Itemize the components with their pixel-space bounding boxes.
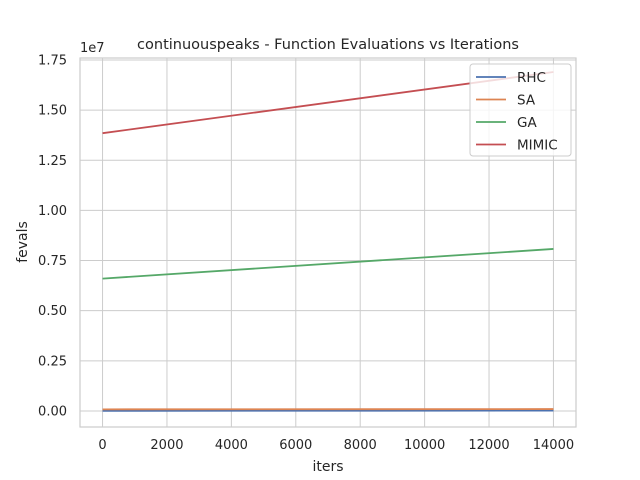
y-tick-label: 0.50 bbox=[38, 304, 67, 319]
y-axis-label: fevals bbox=[15, 221, 31, 263]
grid bbox=[80, 58, 576, 427]
plot-frame bbox=[79, 57, 577, 428]
x-tick-label: 10000 bbox=[404, 438, 445, 453]
legend-label-ga: GA bbox=[517, 115, 537, 131]
y-tick-label: 1.75 bbox=[38, 54, 67, 69]
x-tick-label: 14000 bbox=[533, 438, 574, 453]
x-tick-label: 0 bbox=[98, 438, 106, 453]
tick-labels: 0 2000 4000 6000 8000 10000 12000 14000 0.00 0.25… bbox=[38, 54, 574, 453]
y-tick-label: 0.00 bbox=[38, 404, 67, 419]
x-tick-label: 8000 bbox=[344, 438, 377, 453]
x-tick-label: 4000 bbox=[215, 438, 248, 453]
series-line-ga bbox=[102, 248, 554, 280]
x-axis-label: iters bbox=[312, 459, 343, 475]
y-tick-label: 1.00 bbox=[38, 204, 67, 219]
legend: RHC SA GA MIMIC bbox=[469, 63, 572, 157]
x-tick-label: 2000 bbox=[150, 438, 183, 453]
legend-label-rhc: RHC bbox=[517, 70, 546, 86]
chart-title: continuouspeaks - Function Evaluations v… bbox=[137, 37, 519, 53]
y-tick-label: 0.75 bbox=[38, 254, 67, 269]
y-tick-label: 1.50 bbox=[38, 104, 67, 119]
y-tick-label: 0.25 bbox=[38, 354, 67, 369]
y-offset-label: 1e7 bbox=[80, 41, 105, 56]
y-tick-label: 1.25 bbox=[38, 154, 67, 169]
legend-label-mimic: MIMIC bbox=[517, 138, 558, 154]
legend-box bbox=[469, 63, 572, 157]
x-tick-label: 6000 bbox=[279, 438, 312, 453]
x-tick-label: 12000 bbox=[468, 438, 509, 453]
legend-label-sa: SA bbox=[517, 93, 536, 109]
